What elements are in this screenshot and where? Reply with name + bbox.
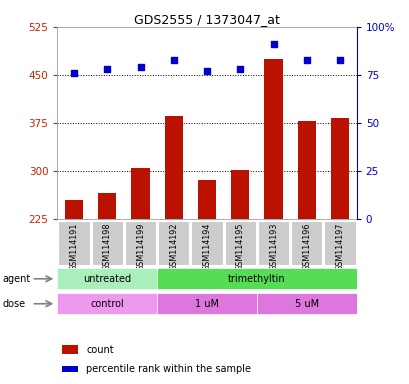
Bar: [57, 268, 157, 290]
Bar: [330, 118, 348, 219]
Text: 5 uM: 5 uM: [294, 299, 318, 309]
Point: [170, 56, 177, 63]
Bar: [256, 293, 356, 314]
Bar: [131, 168, 149, 219]
Bar: [157, 293, 256, 314]
Point: [336, 56, 342, 63]
Text: GSM114192: GSM114192: [169, 223, 178, 271]
Title: GDS2555 / 1373047_at: GDS2555 / 1373047_at: [134, 13, 279, 26]
Text: dose: dose: [2, 299, 25, 309]
Point: [236, 66, 243, 72]
Bar: [198, 180, 216, 219]
Text: agent: agent: [2, 274, 30, 284]
Text: GSM114193: GSM114193: [268, 223, 277, 271]
Text: 1 uM: 1 uM: [195, 299, 218, 309]
Text: control: control: [90, 299, 124, 309]
Bar: [290, 221, 321, 265]
Bar: [125, 221, 156, 265]
Text: GSM114199: GSM114199: [136, 223, 145, 271]
Text: GSM114191: GSM114191: [70, 223, 79, 271]
Point: [203, 68, 210, 74]
Text: GSM114195: GSM114195: [235, 223, 244, 271]
Point: [71, 70, 77, 76]
Bar: [57, 293, 157, 314]
Bar: [61, 345, 78, 354]
Text: GSM114197: GSM114197: [335, 223, 344, 271]
Bar: [264, 59, 282, 219]
Bar: [191, 221, 222, 265]
Text: count: count: [86, 344, 113, 354]
Text: GSM114196: GSM114196: [301, 223, 310, 271]
Point: [137, 64, 144, 70]
Bar: [65, 200, 83, 219]
Bar: [98, 193, 116, 219]
Text: GSM114194: GSM114194: [202, 223, 211, 271]
Bar: [92, 221, 123, 265]
Bar: [231, 170, 249, 219]
Text: percentile rank within the sample: percentile rank within the sample: [86, 364, 250, 374]
Text: trimethyltin: trimethyltin: [227, 274, 285, 284]
Point: [303, 56, 309, 63]
Bar: [257, 221, 288, 265]
Bar: [157, 268, 356, 290]
Bar: [158, 221, 189, 265]
Bar: [297, 121, 315, 219]
Bar: [224, 221, 255, 265]
Bar: [164, 116, 182, 219]
Text: untreated: untreated: [83, 274, 131, 284]
Bar: [61, 366, 78, 372]
Bar: [58, 221, 90, 265]
Text: GSM114198: GSM114198: [103, 223, 112, 271]
Bar: [324, 221, 355, 265]
Point: [270, 41, 276, 47]
Point: [104, 66, 110, 72]
